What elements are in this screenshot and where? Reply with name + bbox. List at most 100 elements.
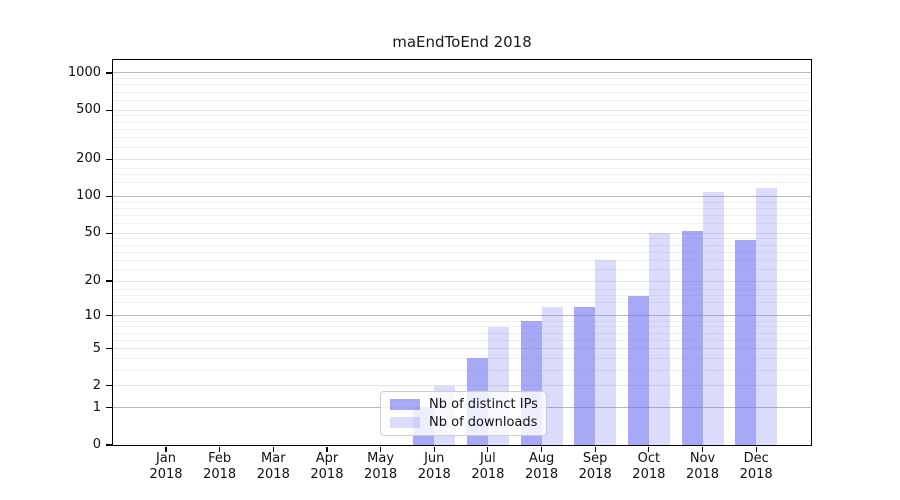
x-tick-label: Jun 2018 [404, 451, 464, 483]
x-tick-year: 2018 [310, 467, 344, 482]
y-tick-mark [105, 72, 112, 74]
y-tick-label: 100 [76, 188, 101, 204]
x-tick-mark [380, 446, 382, 452]
x-tick-label: Oct 2018 [619, 451, 679, 483]
legend-swatch-distinct-ips [390, 399, 420, 410]
x-tick-year: 2018 [685, 467, 720, 482]
x-tick-label: Feb 2018 [190, 451, 250, 483]
y-tick-label: 1000 [67, 64, 101, 80]
legend-label-downloads: Nb of downloads [429, 415, 538, 430]
y-tick-label: 200 [76, 151, 101, 167]
minor-gridline [113, 238, 811, 240]
minor-gridline [113, 320, 811, 322]
major-gridline [113, 385, 811, 387]
major-gridline [113, 109, 811, 111]
minor-gridline [113, 78, 811, 80]
y-tick-mark [105, 109, 112, 111]
x-tick-year: 2018 [578, 467, 612, 482]
x-tick-year: 2018 [525, 467, 559, 482]
minor-gridline [113, 369, 811, 371]
y-tick-mark [105, 315, 112, 317]
x-tick-month: Feb [208, 451, 232, 466]
minor-gridline [113, 121, 811, 123]
x-tick-year: 2018 [364, 467, 398, 482]
x-tick-label: Aug 2018 [512, 451, 572, 483]
major-gridline [113, 280, 811, 282]
x-tick-label: Nov 2018 [673, 451, 733, 483]
x-tick-month: Dec [743, 451, 769, 466]
minor-gridline [113, 115, 811, 117]
x-tick-mark [540, 446, 543, 452]
minor-gridline [113, 244, 811, 246]
x-tick-year: 2018 [739, 467, 773, 482]
minor-gridline [113, 99, 811, 101]
minor-gridline [113, 269, 811, 271]
x-tick-month: Jul [480, 451, 496, 466]
bar-downloads [702, 192, 724, 445]
x-tick-mark [487, 446, 489, 452]
chart-title: maEndToEnd 2018 [392, 33, 532, 51]
minor-gridline [113, 84, 811, 86]
x-tick-label: Sep 2018 [565, 451, 625, 483]
x-tick-month: Mar [261, 451, 286, 466]
minor-gridline [113, 207, 811, 209]
bar-distinct-ips [574, 306, 596, 445]
minor-gridline [113, 128, 811, 130]
minor-gridline [113, 288, 811, 290]
x-tick-mark [272, 446, 274, 452]
minor-gridline [113, 339, 811, 341]
bar-downloads [595, 260, 617, 445]
minor-gridline [113, 223, 811, 225]
legend-row: Nb of distinct IPs [390, 397, 538, 412]
bar-downloads [648, 233, 670, 445]
x-tick-month: Oct [637, 451, 661, 466]
x-tick-label: Jan 2018 [136, 451, 196, 483]
x-tick-mark [219, 446, 221, 452]
minor-gridline [113, 357, 811, 359]
x-tick-label: Jul 2018 [458, 451, 518, 483]
y-tick-mark [105, 158, 112, 160]
x-tick-month: Apr [315, 451, 339, 466]
minor-gridline [113, 302, 811, 304]
x-tick-month: Sep [582, 451, 608, 466]
x-tick-mark [594, 446, 596, 452]
y-tick-mark [105, 232, 112, 234]
x-tick-year: 2018 [256, 467, 290, 482]
y-tick-label: 10 [84, 307, 101, 323]
minor-gridline [113, 167, 811, 169]
legend-row: Nb of downloads [390, 415, 538, 430]
minor-gridline [113, 146, 811, 148]
x-tick-label: Apr 2018 [297, 451, 357, 483]
x-tick-label: Mar 2018 [243, 451, 303, 483]
minor-gridline [113, 259, 811, 261]
y-tick-label: 5 [92, 340, 101, 356]
y-tick-label: 20 [84, 273, 101, 289]
x-tick-year: 2018 [632, 467, 666, 482]
x-tick-mark [433, 446, 435, 452]
minor-gridline [113, 251, 811, 253]
y-tick-mark [105, 280, 112, 282]
major-gridline [113, 195, 811, 197]
x-tick-label: May 2018 [351, 451, 411, 483]
major-gridline [113, 315, 811, 317]
bar-distinct-ips [627, 295, 649, 445]
x-tick-year: 2018 [417, 467, 451, 482]
x-tick-year: 2018 [203, 467, 237, 482]
minor-gridline [113, 214, 811, 216]
y-tick-label: 1 [92, 399, 101, 415]
x-tick-mark [701, 446, 704, 452]
minor-gridline [113, 91, 811, 93]
minor-gridline [113, 332, 811, 334]
major-gridline [113, 232, 811, 234]
y-tick-label: 2 [92, 377, 101, 393]
bar-distinct-ips [735, 240, 757, 445]
x-tick-month: Jan [155, 451, 177, 466]
minor-gridline [113, 137, 811, 139]
y-tick-mark [105, 195, 112, 198]
x-tick-label: Dec 2018 [726, 451, 786, 483]
minor-gridline [113, 326, 811, 328]
y-tick-mark [105, 444, 112, 446]
major-gridline [113, 72, 811, 74]
minor-gridline [113, 295, 811, 297]
